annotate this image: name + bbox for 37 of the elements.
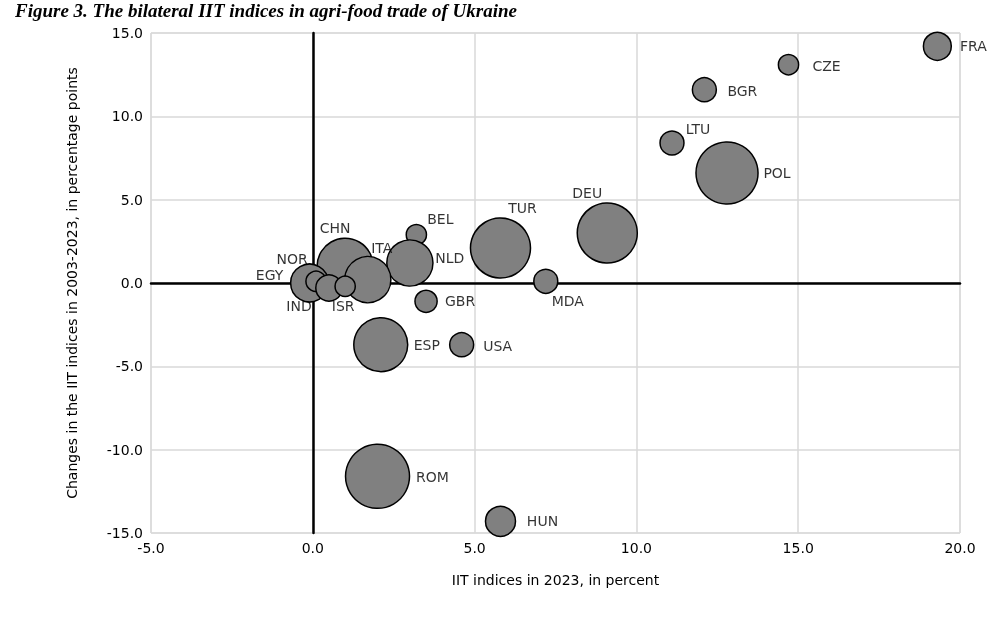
annotation: TUR — [507, 200, 538, 216]
x-tick-label: 20.0 — [944, 540, 976, 556]
annotation: MDA — [551, 293, 585, 310]
x-tick-label: 5.0 — [463, 540, 486, 556]
annotation: POL — [763, 165, 791, 181]
x-tick-label: 15.0 — [782, 540, 814, 556]
x-axis-title: IIT indices in 2023, in percent — [451, 572, 660, 588]
y-tick-label: -5.0 — [115, 358, 143, 375]
annotation: CZE — [812, 57, 841, 74]
annotation: IND — [286, 298, 312, 314]
annotation: CHN — [319, 220, 351, 237]
x-tick-label: 0.0 — [301, 540, 324, 556]
annotation: NOR — [276, 251, 308, 268]
annotation: ISR — [331, 298, 355, 315]
annotation: FRA — [959, 38, 988, 55]
annotation: HUN — [526, 513, 559, 530]
annotation: EGY — [255, 267, 284, 283]
annotation: ITA — [371, 239, 393, 256]
y-axis-title: Changes in the IIT indices in 2003-2023, in percentage points — [64, 67, 80, 499]
y-tick-label: 15.0 — [111, 25, 143, 41]
x-tick-label: -5.0 — [137, 540, 165, 556]
annotation: ROM — [416, 469, 449, 486]
annotation: BGR — [727, 82, 758, 99]
y-tick-label: -10.0 — [106, 441, 143, 458]
y-tick-label: -15.0 — [106, 525, 143, 541]
annotation: DEU — [572, 185, 603, 201]
x-tick-label: 10.0 — [620, 540, 652, 556]
chart-title: Figure 3. The bilateral IIT indices in agri-food trade of Ukraine — [14, 0, 518, 21]
y-tick-label: 0.0 — [120, 275, 143, 291]
y-tick-label: 5.0 — [120, 191, 143, 208]
annotation: ESP — [413, 336, 440, 353]
annotation: NLD — [435, 250, 465, 266]
annotation: LTU — [685, 121, 711, 137]
annotation: GBR — [444, 293, 476, 310]
annotation: BEL — [427, 210, 454, 227]
y-tick-label: 10.0 — [111, 108, 143, 125]
annotation: USA — [483, 337, 513, 354]
